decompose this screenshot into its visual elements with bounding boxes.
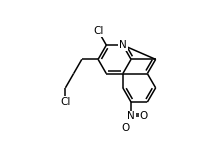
- Text: Cl: Cl: [93, 26, 103, 36]
- Text: N: N: [127, 111, 135, 121]
- Text: Cl: Cl: [60, 97, 71, 107]
- Text: N: N: [119, 40, 127, 50]
- Text: O: O: [140, 111, 148, 121]
- Text: O: O: [121, 123, 129, 133]
